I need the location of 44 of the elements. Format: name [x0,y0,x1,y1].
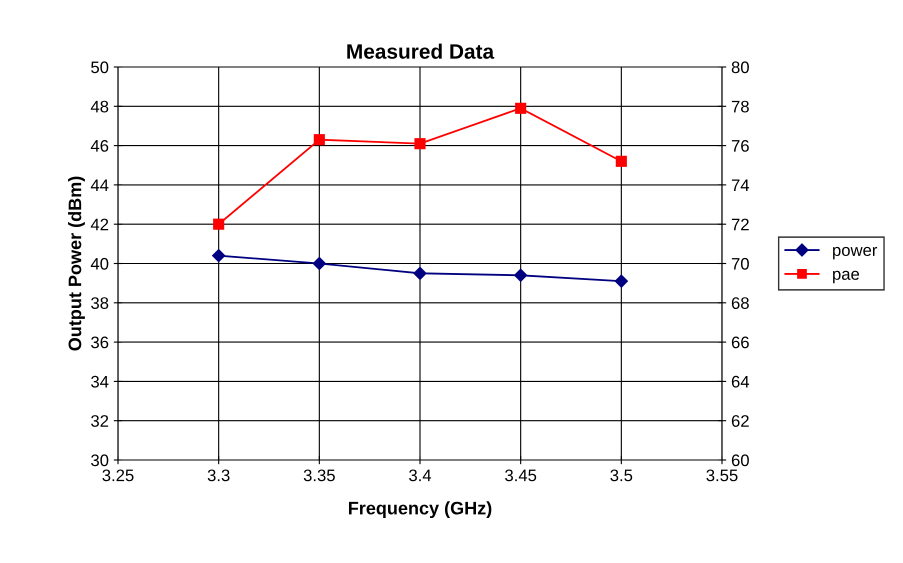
point [413,266,427,280]
legend-label: pae [833,270,860,284]
y-tick-label: 42 [90,218,108,230]
y-tick-label: 50 [91,61,108,74]
y-tick-label: 32 [91,415,108,427]
y2-tick-label: 76 [732,140,749,152]
point [213,218,224,230]
y-tick-label: 46 [90,140,108,152]
x-axis-title: Frequency (GHz) [348,501,492,518]
x-tick-label: 3.25 [102,469,134,482]
y-tick-label: 38 [91,297,108,310]
y-tick-label: 48 [90,100,108,113]
point [312,256,326,270]
y2-tick-label: 74 [732,179,750,191]
point [616,156,627,167]
y2-tick-label: 78 [732,100,749,113]
y-tick-label: 40 [90,258,108,270]
y2-tick-label: 80 [732,61,749,74]
y2-tick-label: 62 [732,415,749,427]
point [514,268,528,282]
y-tick-label: 30 [91,454,108,466]
y-axis-title: Output Power (dBm) [68,176,85,351]
y2-tick-label: 72 [732,218,749,230]
y2-tick-label: 68 [732,297,749,310]
y-tick-label: 36 [91,336,108,348]
x-tick-label: 3.3 [208,469,230,482]
y2-tick-label: 66 [732,336,749,348]
x-tick-label: 3.5 [610,469,632,482]
y2-tick-label: 60 [732,454,749,466]
point [515,102,526,114]
legend-label: power [833,246,878,260]
y-tick-label: 44 [90,179,108,191]
point [614,274,628,288]
y2-tick-label: 64 [732,376,750,388]
x-tick-label: 3.45 [505,469,536,482]
chart-title: Measured Data [347,44,494,59]
y-tick-label: 34 [91,376,108,388]
point [314,134,325,146]
x-tick-label: 3.55 [706,469,738,482]
point [212,249,226,262]
y2-tick-label: 70 [732,258,749,270]
x-tick-label: 3.4 [409,469,432,482]
x-tick-label: 3.35 [304,469,335,482]
point [414,138,426,150]
